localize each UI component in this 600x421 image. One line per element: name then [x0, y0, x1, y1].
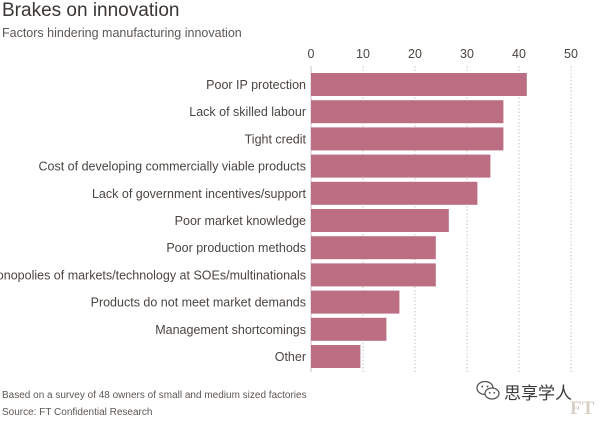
x-tick-label: 20	[408, 47, 422, 61]
bar	[311, 317, 387, 341]
chart-footnote: Based on a survey of 48 owners of small …	[2, 390, 307, 401]
category-label: Products do not meet market demands	[91, 296, 306, 310]
category-label: Tight credit	[245, 132, 307, 146]
chart-subtitle: Factors hindering manufacturing innovati…	[2, 26, 242, 40]
bar	[311, 263, 436, 287]
x-tick-label: 10	[356, 47, 370, 61]
bar	[311, 345, 361, 368]
category-labels: Poor IP protection Lack of skilled labour…	[0, 78, 307, 364]
ft-logo: FT	[570, 398, 595, 419]
category-label: Lack of skilled labour	[189, 105, 306, 119]
chart-source: Source: FT Confidential Research	[2, 407, 153, 418]
bar	[311, 73, 527, 96]
bar	[311, 127, 504, 151]
category-label: Poor IP protection	[206, 78, 306, 92]
bar	[311, 181, 478, 205]
wechat-icon	[476, 380, 500, 400]
watermark-text: 思享学人	[504, 384, 572, 404]
chart-title: Brakes on innovation	[2, 0, 180, 21]
bar	[311, 290, 400, 314]
x-tick-label: 40	[512, 47, 526, 61]
x-tick-label: 0	[308, 47, 315, 61]
bars	[311, 73, 527, 368]
bar	[311, 154, 491, 178]
category-label: Management shortcomings	[155, 323, 306, 337]
category-label: Cost of developing commercially viable p…	[39, 160, 307, 174]
category-label: Poor production methods	[166, 241, 306, 255]
x-tick-label: 30	[460, 47, 474, 61]
bar	[311, 236, 436, 260]
bar	[311, 209, 449, 232]
category-label: Lack of government incentives/support	[92, 187, 307, 201]
category-label: Poor market knowledge	[175, 214, 306, 228]
bar	[311, 100, 504, 124]
category-label: Monopolies of markets/technology at SOEs…	[0, 268, 306, 282]
watermark: 思享学人 FT	[470, 378, 600, 420]
category-label: Other	[275, 350, 306, 364]
x-tick-label: 50	[564, 47, 578, 61]
x-axis-ticks: 0 10 20 30 40 50	[308, 47, 578, 61]
